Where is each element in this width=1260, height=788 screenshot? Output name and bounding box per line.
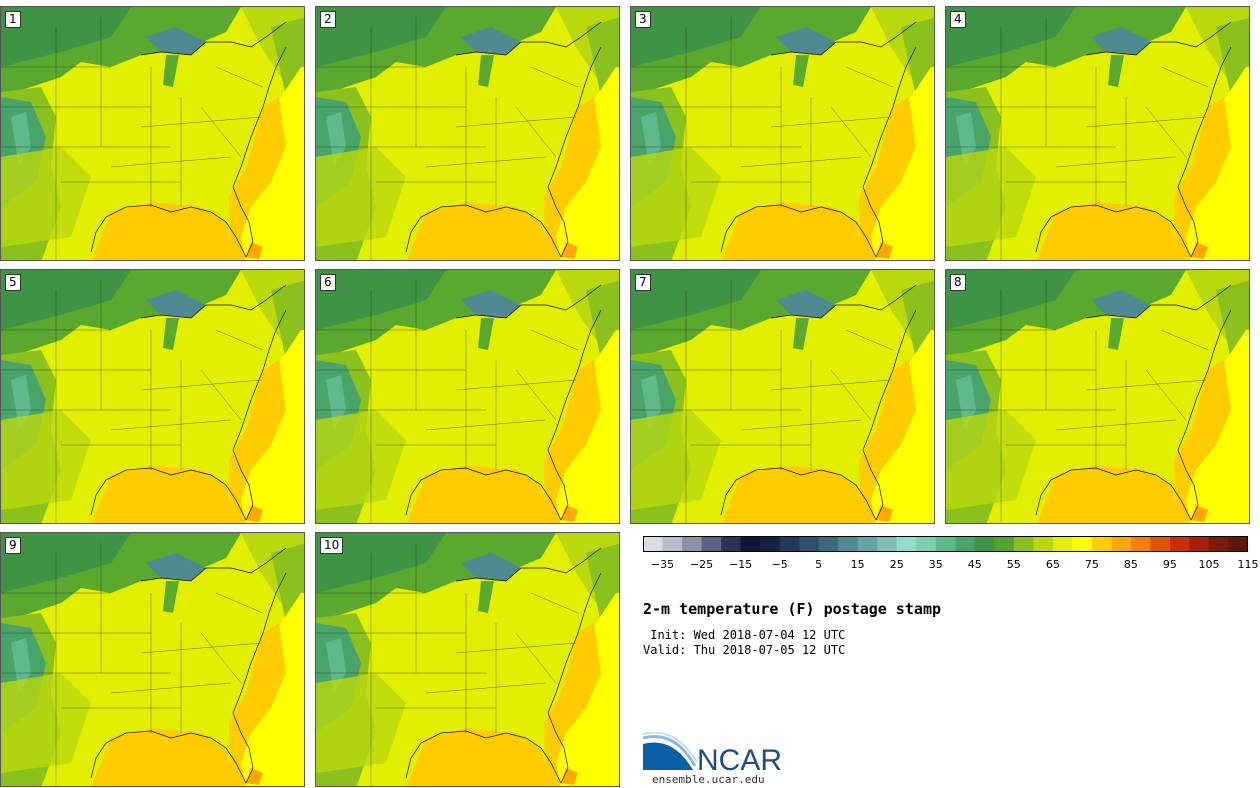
colorbar-swatch — [1091, 536, 1112, 552]
colorbar-tick-label: 65 — [1045, 558, 1060, 571]
colorbar-swatch — [721, 536, 742, 552]
colorbar-tick-label: 95 — [1162, 558, 1177, 571]
colorbar-swatch — [1072, 536, 1093, 552]
colorbar-swatch — [994, 536, 1015, 552]
colorbar-swatch — [1013, 536, 1034, 552]
panel-label: 7 — [635, 274, 651, 291]
panel-label: 3 — [635, 11, 651, 28]
colorbar-tick-label: 55 — [1006, 558, 1021, 571]
map-panel: 10 — [315, 532, 620, 787]
colorbar-swatch — [857, 536, 878, 552]
map-panel: 7 — [630, 269, 935, 524]
colorbar-border — [643, 536, 1248, 552]
colorbar-swatch — [779, 536, 800, 552]
panel-label: 4 — [950, 11, 966, 28]
colorbar-tick-label: 75 — [1084, 558, 1099, 571]
colorbar-swatch — [877, 536, 898, 552]
colorbar-tick-label: 45 — [967, 558, 982, 571]
init-time: Init: Wed 2018-07-04 12 UTC — [643, 628, 846, 642]
panel-label: 10 — [320, 537, 344, 554]
map-panel: 6 — [315, 269, 620, 524]
colorbar-tick-label: −35 — [650, 558, 675, 571]
colorbar-swatch — [760, 536, 781, 552]
logo-text: NCAR — [697, 744, 782, 772]
map-panel: 2 — [315, 6, 620, 261]
colorbar-tick-label: 105 — [1198, 558, 1220, 571]
colorbar-swatch — [838, 536, 859, 552]
logo-url: ensemble.ucar.edu — [652, 773, 765, 786]
colorbar-swatch — [818, 536, 839, 552]
colorbar-swatch — [916, 536, 937, 552]
colorbar-tick-label: −25 — [689, 558, 714, 571]
colorbar-swatch — [1228, 536, 1248, 552]
panel-label: 2 — [320, 11, 336, 28]
colorbar-tick-label: 115 — [1237, 558, 1259, 571]
colorbar-swatch — [955, 536, 976, 552]
map-panel: 8 — [945, 269, 1250, 524]
colorbar-swatch — [1052, 536, 1073, 552]
colorbar-swatch — [662, 536, 683, 552]
colorbar-swatch — [1111, 536, 1132, 552]
colorbar-swatch — [1130, 536, 1151, 552]
colorbar-swatch — [1189, 536, 1210, 552]
colorbar-swatch — [1033, 536, 1054, 552]
colorbar-swatch — [935, 536, 956, 552]
colorbar-swatch — [1150, 536, 1171, 552]
map-panel: 3 — [630, 6, 935, 261]
colorbar-tick-label: 25 — [889, 558, 904, 571]
colorbar-swatch — [896, 536, 917, 552]
colorbar-swatch — [1208, 536, 1229, 552]
colorbar-swatch — [974, 536, 995, 552]
colorbar-swatch — [740, 536, 761, 552]
map-panel: 1 — [0, 6, 305, 261]
colorbar-swatch — [1169, 536, 1190, 552]
colorbar-swatch — [682, 536, 703, 552]
colorbar-tick-label: −5 — [771, 558, 788, 571]
temperature-colorbar — [643, 536, 1248, 552]
panel-label: 6 — [320, 274, 336, 291]
ncar-logo: NCAR — [642, 731, 793, 777]
valid-time: Valid: Thu 2018-07-05 12 UTC — [643, 643, 846, 657]
colorbar-tick-label: 5 — [815, 558, 823, 571]
map-panel: 9 — [0, 532, 305, 787]
colorbar-swatch — [799, 536, 820, 552]
panel-label: 5 — [5, 274, 21, 291]
colorbar-tick-label: 15 — [850, 558, 865, 571]
colorbar-swatch — [701, 536, 722, 552]
map-panel: 4 — [945, 6, 1250, 261]
colorbar-swatch — [643, 536, 664, 552]
colorbar-tick-label: 35 — [928, 558, 943, 571]
panel-label: 9 — [5, 537, 21, 554]
chart-title: 2-m temperature (F) postage stamp — [643, 600, 942, 618]
panel-label: 8 — [950, 274, 966, 291]
colorbar-tick-label: −15 — [728, 558, 753, 571]
map-panel: 5 — [0, 269, 305, 524]
colorbar-tick-label: 85 — [1123, 558, 1138, 571]
panel-label: 1 — [5, 11, 21, 28]
